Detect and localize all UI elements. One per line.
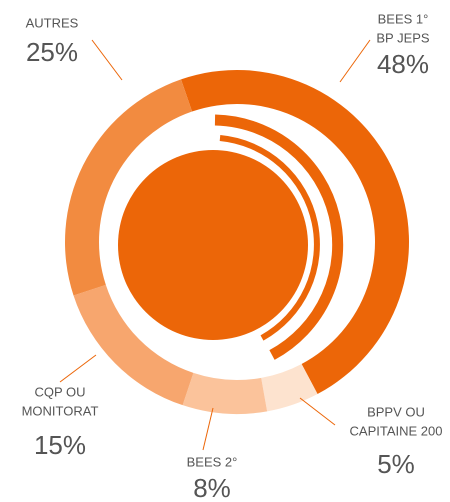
donut-segment <box>73 284 194 406</box>
category-label: MONITORAT <box>22 403 99 418</box>
center-disc <box>118 150 308 340</box>
leader-line <box>91 39 123 81</box>
value-label: 25% <box>26 37 78 67</box>
category-label: CQP OU <box>34 384 85 399</box>
leader-line <box>339 39 371 83</box>
value-label: 8% <box>193 473 231 502</box>
value-label: 48% <box>377 49 429 79</box>
donut-segment <box>182 372 268 414</box>
value-label: 15% <box>34 430 86 460</box>
leader-line <box>299 397 336 426</box>
donut-segment <box>261 363 318 412</box>
leader-line <box>202 407 214 451</box>
deco-arc <box>219 135 320 341</box>
value-label: 5% <box>377 449 415 479</box>
center-decoration <box>118 114 344 360</box>
category-label: CAPITAINE 200 <box>350 423 443 438</box>
leader-line <box>59 354 97 383</box>
category-label: BP JEPS <box>376 30 430 45</box>
deco-arc <box>214 114 344 360</box>
category-label: AUTRES <box>26 15 79 30</box>
donut-segment <box>64 79 193 296</box>
donut-segment <box>181 70 409 394</box>
category-label: BEES 2° <box>187 454 238 469</box>
category-label: BEES 1° <box>378 11 429 26</box>
category-label: BPPV OU <box>367 404 425 419</box>
